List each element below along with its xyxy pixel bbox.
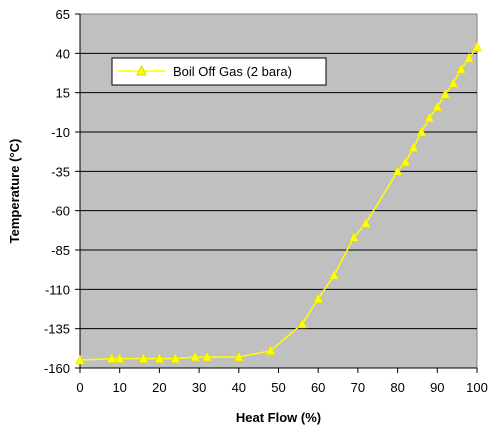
y-tick-label: 40 <box>56 46 70 61</box>
y-axis-title: Temperature (°C) <box>7 139 22 244</box>
data-point <box>472 41 482 52</box>
x-tick-label: 20 <box>152 380 166 395</box>
data-point <box>265 345 276 355</box>
data-point <box>360 217 371 228</box>
x-tick-label: 60 <box>311 380 325 395</box>
y-tick-label: 15 <box>56 86 70 101</box>
data-point <box>408 142 419 152</box>
x-tick-label: 0 <box>76 380 83 395</box>
data-point <box>313 293 324 304</box>
legend-label: Boil Off Gas (2 bara) <box>173 64 292 79</box>
data-point <box>424 112 435 123</box>
y-tick-label: -10 <box>51 125 70 140</box>
x-tick-label: 30 <box>192 380 206 395</box>
y-axis: 65 40 15 -10 -35 -60 -85 -110 -135 -160 <box>44 7 81 376</box>
y-tick-label: -85 <box>51 243 70 258</box>
y-tick-label: -110 <box>45 282 70 297</box>
data-point <box>392 165 403 176</box>
x-tick-label: 80 <box>390 380 404 395</box>
data-point <box>106 353 117 363</box>
gridlines <box>80 52 477 330</box>
data-point <box>190 351 201 362</box>
data-point <box>329 269 339 280</box>
y-tick-label: -160 <box>44 361 70 376</box>
data-point <box>464 52 474 63</box>
data-point <box>448 77 459 88</box>
data-point <box>456 63 467 74</box>
legend-marker-triangle-icon <box>136 64 147 76</box>
x-tick-label: 50 <box>271 380 285 395</box>
x-tick-label: 90 <box>430 380 444 395</box>
x-tick-label: 40 <box>232 380 246 395</box>
data-point <box>138 353 149 363</box>
data-point <box>170 353 181 363</box>
data-point <box>233 351 244 362</box>
y-tick-label: -135 <box>44 322 70 337</box>
series-layer <box>75 41 482 365</box>
data-point <box>400 156 411 167</box>
x-axis: 0 10 20 30 40 50 60 70 80 90 100 <box>76 367 488 395</box>
y-tick-label: -60 <box>51 204 70 219</box>
data-point <box>154 353 165 363</box>
data-point <box>114 353 125 363</box>
x-tick-label: 10 <box>112 380 126 395</box>
x-tick-label: 70 <box>351 380 365 395</box>
data-point <box>202 351 212 362</box>
x-tick-label: 100 <box>466 380 488 395</box>
data-point <box>440 88 451 99</box>
data-point <box>75 354 85 365</box>
data-point <box>297 318 308 329</box>
y-tick-label: -35 <box>51 164 70 179</box>
x-axis-title: Heat Flow (%) <box>236 410 321 425</box>
data-point <box>432 101 443 112</box>
data-point <box>349 231 359 242</box>
data-point <box>416 126 427 137</box>
legend: Boil Off Gas (2 bara) <box>111 57 327 86</box>
y-tick-label: 65 <box>56 7 70 22</box>
